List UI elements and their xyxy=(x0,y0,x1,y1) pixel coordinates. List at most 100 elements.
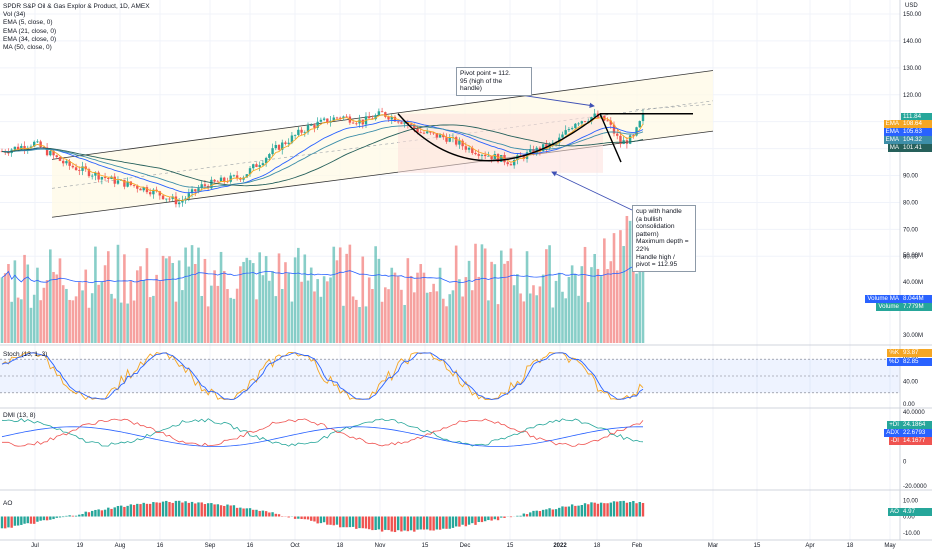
volume-bar xyxy=(522,301,526,343)
ao-bar xyxy=(558,507,561,517)
candle-body xyxy=(313,125,316,128)
candle-body xyxy=(551,142,555,144)
x-tick-label: 16 xyxy=(247,543,254,549)
ao-bar xyxy=(29,516,33,524)
ao-bar xyxy=(319,516,323,524)
ao-bar xyxy=(16,516,20,526)
cup-note-line: consolidation xyxy=(636,223,675,231)
volume-bar xyxy=(458,279,461,343)
candle-body xyxy=(409,124,413,125)
dmi-label-value: 24.1864 xyxy=(901,421,932,429)
ema21-line xyxy=(1,119,644,194)
ao-bar xyxy=(33,516,36,524)
volume-bar xyxy=(116,244,120,343)
ao-bar xyxy=(400,516,403,532)
ao-bar xyxy=(387,516,390,531)
volume-bar xyxy=(390,267,394,343)
ao-bar xyxy=(20,516,23,525)
ao-bar xyxy=(632,500,635,517)
candle-body xyxy=(545,144,548,149)
candle-body xyxy=(7,152,10,154)
ao-bar xyxy=(110,508,113,517)
volume-bar xyxy=(113,298,117,343)
ao-bar xyxy=(78,514,81,517)
volume-bar xyxy=(574,274,577,343)
ao-bar xyxy=(541,509,545,517)
ao-bar xyxy=(322,516,326,523)
cup-note: cup with handle (a bullish consolidation… xyxy=(632,205,696,272)
ao-bar xyxy=(158,502,162,517)
volume-bar xyxy=(187,266,191,343)
candle-body xyxy=(529,149,532,153)
ao-bar xyxy=(187,502,191,517)
stoch-label-value: 82.85 xyxy=(901,358,932,366)
ao-bar xyxy=(65,515,68,517)
candle-body xyxy=(310,125,313,126)
candle-body xyxy=(368,116,371,119)
candle-body xyxy=(174,196,178,205)
ao-bar xyxy=(361,516,364,529)
ao-bar xyxy=(371,516,374,531)
ao-bar xyxy=(310,516,313,521)
ao-bar xyxy=(425,516,429,530)
volume-bar xyxy=(374,246,377,343)
volume-bar xyxy=(152,295,155,343)
candle-body xyxy=(132,184,136,186)
candle-body xyxy=(322,118,326,120)
ao-bar xyxy=(52,516,55,520)
ao-bar xyxy=(380,516,384,532)
dmi-label-tag: ADX xyxy=(884,429,901,437)
candle-body xyxy=(213,179,216,182)
stoch-label-tag: %K xyxy=(887,349,901,357)
candle-body xyxy=(87,169,91,177)
volume-bar xyxy=(184,247,187,343)
ao-bar xyxy=(587,504,590,517)
ao-bar xyxy=(564,506,567,517)
cup-note-line: pivot = 112.95 xyxy=(636,261,678,269)
volume-bar xyxy=(538,286,542,343)
ao-bar xyxy=(474,516,477,525)
ao-bar xyxy=(438,516,442,530)
cup-note-line: cup with handle xyxy=(636,208,682,215)
volume-bar xyxy=(13,260,17,343)
ao-bar xyxy=(335,516,339,525)
candle-body xyxy=(387,116,390,120)
ao-bar xyxy=(403,516,406,531)
volume-bar xyxy=(448,294,452,343)
ao-bar xyxy=(23,516,26,524)
ao-bar xyxy=(258,510,261,517)
candle-body xyxy=(458,140,461,145)
ao-bar xyxy=(94,509,97,517)
candle-body xyxy=(81,166,84,171)
ao-bar xyxy=(422,516,426,530)
volume-tick-label: 30.00M xyxy=(903,333,923,339)
ao-bar xyxy=(203,504,207,517)
volume-bar xyxy=(71,300,75,343)
candle-body xyxy=(454,137,458,145)
dmi-label-value: 22.6793 xyxy=(901,429,932,437)
volume-bar xyxy=(355,299,358,343)
candle-body xyxy=(471,147,474,153)
volume-bar xyxy=(335,260,339,343)
ao-bar xyxy=(342,516,345,528)
ao-bar xyxy=(483,516,487,522)
volume-bar xyxy=(255,299,258,343)
handle-lines xyxy=(599,103,714,163)
volume-bar xyxy=(74,296,78,343)
ao-bar xyxy=(277,514,281,517)
price-label: 111.84 xyxy=(901,113,932,121)
candle-body xyxy=(396,121,400,123)
ema34-line xyxy=(2,125,644,188)
candle-body xyxy=(16,146,20,150)
volume-bar xyxy=(0,277,4,343)
ao-bar xyxy=(297,516,300,519)
price-label-tag: EMA xyxy=(883,120,901,128)
volume-bar xyxy=(561,291,564,343)
candle-body xyxy=(258,165,261,167)
volume-bar xyxy=(103,265,107,343)
volume-bar xyxy=(474,243,477,343)
ma50-line xyxy=(1,124,644,187)
volume-bar xyxy=(55,274,59,343)
volume-bar xyxy=(516,274,519,343)
candle-body xyxy=(519,155,522,157)
